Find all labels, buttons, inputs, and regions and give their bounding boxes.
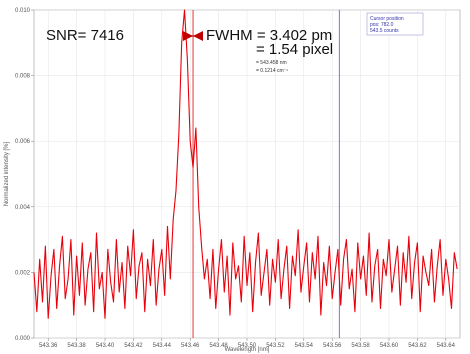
x-tick-label: 543.42 bbox=[124, 343, 143, 349]
x-tick-label: 543.58 bbox=[351, 343, 370, 349]
x-axis-title: Wavelength [nm] bbox=[225, 347, 270, 353]
x-tick-label: 543.54 bbox=[295, 343, 314, 349]
x-tick-label: 543.36 bbox=[39, 343, 58, 349]
x-tick-label: 543.64 bbox=[437, 343, 456, 349]
fwhm-wavenumber-label: = 0.1214 cm⁻¹ bbox=[256, 68, 288, 74]
y-tick-label: 0.010 bbox=[15, 8, 31, 14]
y-tick-label: 0.006 bbox=[15, 139, 31, 145]
x-tick-label: 543.50 bbox=[238, 343, 257, 349]
cursor-counts-label: 543.5 counts bbox=[370, 28, 399, 34]
fwhm-pixel-label: = 1.54 pixel bbox=[256, 41, 333, 58]
fwhm-pm-label: FWHM = 3.402 pm bbox=[206, 27, 332, 44]
y-tick-label: 0.008 bbox=[15, 74, 31, 80]
x-tick-label: 543.44 bbox=[153, 343, 172, 349]
fwhm-bowtie-icon bbox=[183, 31, 203, 41]
y-tick-label: 0.000 bbox=[15, 336, 31, 342]
cursor-pos-label: pos: 782.0 bbox=[370, 22, 394, 28]
y-axis-ticks: 0.000 0.002 0.004 0.006 0.008 0.010 bbox=[15, 8, 34, 342]
x-tick-label: 543.52 bbox=[266, 343, 285, 349]
y-tick-label: 0.002 bbox=[15, 270, 31, 276]
series-group bbox=[33, 9, 458, 319]
x-tick-label: 543.46 bbox=[181, 343, 200, 349]
x-tick-label: 543.48 bbox=[209, 343, 228, 349]
x-tick-label: 543.62 bbox=[408, 343, 427, 349]
cursor-info-box bbox=[366, 12, 424, 36]
snr-label: SNR= 7416 bbox=[46, 27, 124, 44]
fwhm-nm-label: = 543.458 nm bbox=[256, 60, 287, 66]
x-tick-label: 543.56 bbox=[323, 343, 342, 349]
x-tick-label: 543.40 bbox=[96, 343, 115, 349]
y-tick-label: 0.004 bbox=[15, 205, 31, 211]
cursor-title-label: Cursor position bbox=[370, 16, 404, 22]
x-axis-ticks: 543.36 543.38 543.40 543.42 543.44 543.46 543.… bbox=[39, 338, 456, 349]
y-axis-title: Normalized intensity [%] bbox=[4, 141, 10, 206]
x-tick-label: 543.60 bbox=[380, 343, 399, 349]
spectrum-series-line bbox=[33, 9, 458, 319]
x-tick-label: 543.38 bbox=[67, 343, 86, 349]
